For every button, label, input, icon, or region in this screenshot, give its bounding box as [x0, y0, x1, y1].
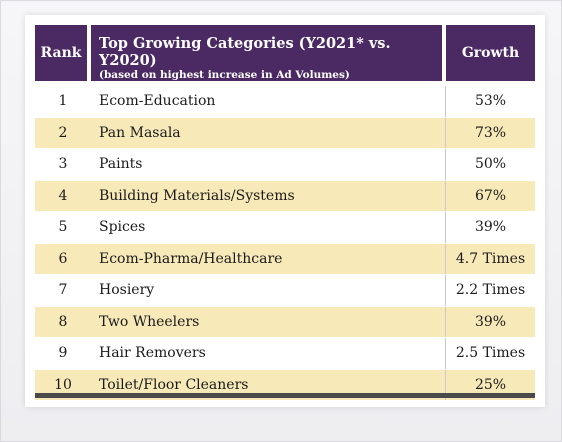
- table-row: 5 Spices 39%: [35, 211, 535, 243]
- header-growth: Growth: [446, 25, 535, 81]
- rank-cell: 1: [58, 93, 68, 110]
- table-footer-bar: [35, 393, 535, 398]
- category-cell: Hair Removers: [99, 345, 206, 362]
- rank-cell: 10: [54, 376, 72, 393]
- table-row: 4 Building Materials/Systems 67%: [35, 179, 535, 211]
- rank-cell: 3: [58, 156, 68, 173]
- table-row: 3 Paints 50%: [35, 148, 535, 180]
- ranking-table: Rank Top Growing Categories (Y2021* vs. …: [35, 25, 535, 400]
- category-cell: Paints: [99, 156, 143, 173]
- table-row: 1 Ecom-Education 53%: [35, 85, 535, 117]
- growth-cell: 67%: [445, 180, 535, 211]
- category-cell: Two Wheelers: [99, 313, 200, 330]
- growth-cell: 53%: [445, 86, 535, 117]
- rank-cell: 2: [58, 124, 68, 141]
- rank-cell: 8: [58, 313, 68, 330]
- table-row: 8 Two Wheelers 39%: [35, 305, 535, 337]
- category-cell: Ecom-Education: [99, 93, 216, 110]
- category-cell: Ecom-Pharma/Healthcare: [99, 250, 283, 267]
- rank-cell: 4: [58, 187, 68, 204]
- growth-cell: 4.7 Times: [445, 243, 535, 274]
- growth-cell: 39%: [445, 212, 535, 243]
- category-cell: Building Materials/Systems: [99, 187, 295, 204]
- header-category-subtitle: (based on highest increase in Ad Volumes…: [99, 69, 350, 81]
- growth-cell: 25%: [445, 369, 535, 400]
- rank-cell: 7: [58, 282, 68, 299]
- table-row: 6 Ecom-Pharma/Healthcare 4.7 Times: [35, 242, 535, 274]
- growth-cell: 50%: [445, 149, 535, 180]
- table-header: Rank Top Growing Categories (Y2021* vs. …: [35, 25, 535, 81]
- growth-cell: 39%: [445, 306, 535, 337]
- category-cell: Spices: [99, 219, 146, 236]
- table-row: 7 Hosiery 2.2 Times: [35, 274, 535, 306]
- header-category: Top Growing Categories (Y2021* vs. Y2020…: [91, 25, 442, 81]
- category-cell: Pan Masala: [99, 124, 181, 141]
- table-row: 9 Hair Removers 2.5 Times: [35, 337, 535, 369]
- table-row: 2 Pan Masala 73%: [35, 116, 535, 148]
- category-cell: Hosiery: [99, 282, 155, 299]
- growth-cell: 2.2 Times: [445, 275, 535, 306]
- category-cell: Toilet/Floor Cleaners: [99, 376, 249, 393]
- header-rank: Rank: [35, 25, 87, 81]
- rank-cell: 9: [58, 345, 68, 362]
- rank-cell: 6: [58, 250, 68, 267]
- header-category-title: Top Growing Categories (Y2021* vs. Y2020…: [99, 35, 391, 69]
- rank-cell: 5: [58, 219, 68, 236]
- slide: Rank Top Growing Categories (Y2021* vs. …: [25, 15, 545, 407]
- growth-cell: 2.5 Times: [445, 338, 535, 369]
- growth-cell: 73%: [445, 117, 535, 148]
